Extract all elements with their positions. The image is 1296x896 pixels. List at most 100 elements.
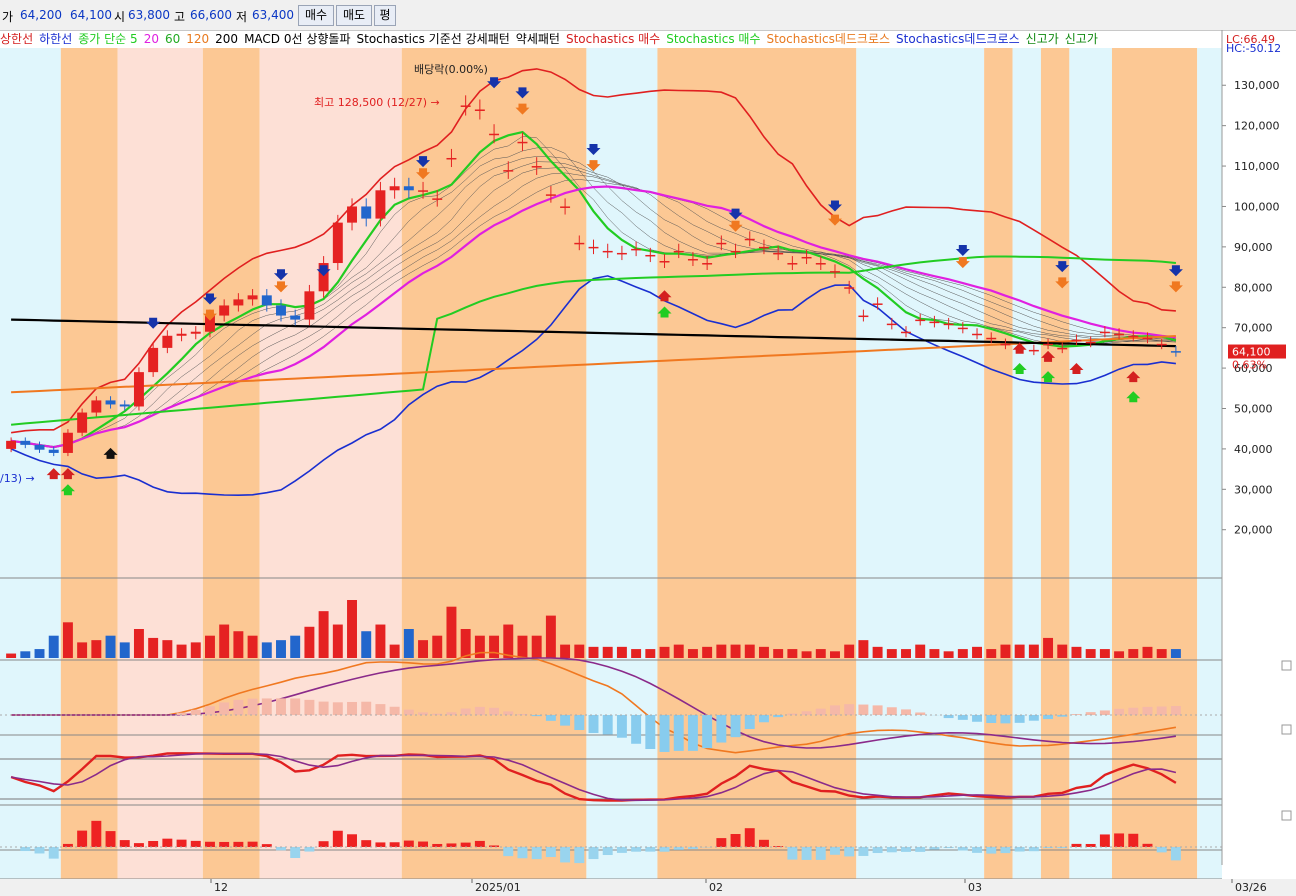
price-axis: 130,000 120,000 110,000 100,000 90,000 80,000…	[1221, 30, 1296, 883]
legend-item: 신고가	[1064, 32, 1098, 46]
panel-close-button[interactable]	[1281, 724, 1292, 735]
signal-band	[657, 48, 857, 879]
candle-body	[872, 303, 883, 305]
volume-bar	[276, 640, 286, 658]
signal-arrow	[1126, 371, 1141, 383]
macd-histogram-bar	[318, 701, 329, 715]
sell-button[interactable]: 매도	[336, 5, 372, 26]
signal-arrow	[202, 293, 217, 305]
candle-body	[957, 327, 968, 330]
volume-bar	[105, 635, 116, 658]
signal-arrow	[316, 265, 331, 277]
oscillator-bar	[801, 847, 812, 860]
macd-histogram-bar	[332, 702, 343, 715]
panel-close-button[interactable]	[1281, 810, 1292, 821]
volume-bar	[758, 646, 769, 658]
ribbon-line	[11, 166, 1176, 448]
macd-histogram-bar	[1170, 706, 1181, 715]
legend-item: 20	[143, 32, 159, 46]
stock-chart[interactable]: 2,500K145,463126.62% 0.00 100.00 0.00 13…	[0, 30, 1296, 896]
volume-bar	[957, 649, 968, 658]
volume-bar	[872, 646, 883, 658]
oscillator-bar	[943, 847, 954, 849]
oscillator-bar	[915, 847, 926, 852]
date-tick-label: 12	[214, 881, 228, 894]
volume-bar	[20, 651, 31, 658]
signal-arrow	[1041, 371, 1056, 383]
volume-bar	[943, 651, 954, 658]
price-tick-label: 130,000	[1234, 79, 1280, 92]
oscillator-bar	[830, 847, 840, 855]
volume-bar	[815, 649, 826, 658]
volume-bar	[133, 629, 144, 658]
volume-bar	[645, 649, 656, 658]
quote-toolbar: 가 64,200 64,100 시 63,800 고 66,600 저 63,4…	[0, 0, 1296, 31]
volume-bar	[787, 649, 798, 658]
candle-body	[730, 250, 741, 253]
candle-body	[1043, 343, 1054, 346]
candle-body	[531, 166, 542, 168]
signal-arrow	[657, 306, 672, 318]
volume-bar	[929, 649, 940, 658]
macd-histogram-bar	[1057, 715, 1068, 717]
oscillator-bar	[375, 842, 386, 847]
oscillator-bar	[560, 847, 571, 863]
oscillator-bar	[190, 840, 201, 847]
candle-body	[403, 186, 414, 191]
oscillator-bar	[347, 834, 357, 847]
volume-bar	[247, 635, 258, 658]
candle-body	[545, 194, 556, 196]
macd-histogram-bar	[602, 715, 613, 735]
indicator-lines	[10, 68, 1177, 497]
candle-body	[645, 254, 656, 257]
oscillator-bar	[34, 847, 45, 854]
average-button[interactable]: 평	[374, 5, 396, 26]
oscillator-panel: 0.00	[0, 820, 1257, 864]
macd-histogram-bar	[830, 705, 840, 715]
volume-bar	[48, 635, 59, 658]
oscillator-bar	[133, 843, 144, 847]
price-tick-label: 50,000	[1234, 402, 1273, 415]
volume-bar	[77, 642, 88, 658]
low-value: 63,400	[252, 8, 294, 22]
oscillator-bar	[687, 847, 698, 850]
macd-histogram-bar	[1156, 706, 1167, 715]
candle-body	[1071, 339, 1082, 342]
volume-bar	[1057, 644, 1068, 658]
volume-bar	[858, 640, 869, 658]
signal-arrow	[60, 468, 75, 480]
signal-arrow	[46, 468, 61, 480]
volume-bar	[261, 642, 272, 658]
oscillator-bar	[1071, 843, 1082, 847]
oscillator-bar	[1000, 847, 1011, 854]
candle-body	[1142, 337, 1153, 340]
oscillator-bar	[304, 847, 315, 852]
legend-item: 신고가	[1025, 32, 1059, 46]
volume-bar	[446, 606, 457, 658]
legend-item: 120	[186, 32, 210, 46]
candle-body	[162, 335, 173, 348]
signal-arrow	[1126, 391, 1141, 403]
signal-arrow	[103, 447, 118, 459]
macd-histogram-bar	[1043, 715, 1054, 720]
price-tick-label: 70,000	[1234, 322, 1273, 335]
axis-background	[1222, 48, 1296, 883]
oscillator-bar	[815, 847, 826, 860]
volume-bar	[375, 624, 386, 658]
candle-body	[787, 263, 798, 265]
oscillator-bar	[119, 840, 130, 847]
oscillator-bar	[574, 847, 585, 864]
macd-histogram-bar	[446, 712, 457, 715]
volume-bar	[1071, 646, 1082, 658]
candle-body	[1099, 331, 1110, 334]
candle-body	[190, 331, 201, 334]
signal-arrow	[728, 208, 743, 220]
macd-histogram-bar	[943, 715, 954, 719]
high-value: 66,600	[190, 8, 232, 22]
macd-histogram-bar	[702, 715, 713, 749]
panel-close-button[interactable]	[1281, 660, 1292, 671]
buy-button[interactable]: 매수	[298, 5, 334, 26]
volume-bar	[460, 629, 471, 658]
macd-histogram-bar	[773, 715, 784, 718]
candle-body	[318, 263, 329, 292]
